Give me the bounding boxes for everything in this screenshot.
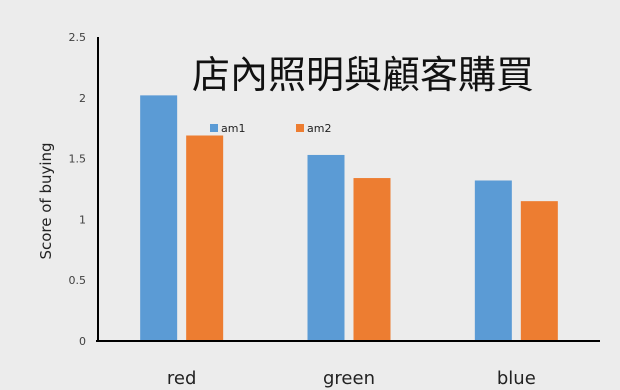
- labels-layer: red green blue 0 0.5 1 1.5 2 2.5: [69, 31, 536, 389]
- legend-swatch-am1: [210, 124, 218, 132]
- y-tick-label: 2: [79, 92, 86, 105]
- bar-am1-blue: [474, 180, 512, 341]
- legend: am1 am2: [210, 122, 331, 135]
- bars-layer: [140, 95, 558, 341]
- y-tick-label: 2.5: [69, 31, 87, 44]
- y-axis-title: Score of buying: [37, 142, 55, 259]
- bar-am1-green: [307, 154, 345, 341]
- bar-am2-green: [353, 178, 391, 341]
- bar-am2-red: [186, 135, 224, 341]
- axes-layer: [96, 37, 600, 342]
- bar-am1-red: [140, 95, 178, 341]
- y-tick-label: 1.5: [69, 153, 87, 166]
- bar-am2-blue: [520, 201, 558, 341]
- x-tick-label-red: red: [167, 368, 197, 389]
- y-tick-label: 1: [79, 213, 86, 226]
- y-tick-label: 0.5: [69, 274, 87, 287]
- chart-title: 店內照明與顧客購買: [192, 53, 534, 97]
- legend-swatch-am2: [296, 124, 304, 132]
- x-tick-label-blue: blue: [497, 368, 536, 389]
- x-tick-label-green: green: [323, 368, 375, 389]
- y-tick-label: 0: [79, 335, 86, 348]
- legend-label-am1: am1: [221, 122, 245, 135]
- legend-label-am2: am2: [307, 122, 331, 135]
